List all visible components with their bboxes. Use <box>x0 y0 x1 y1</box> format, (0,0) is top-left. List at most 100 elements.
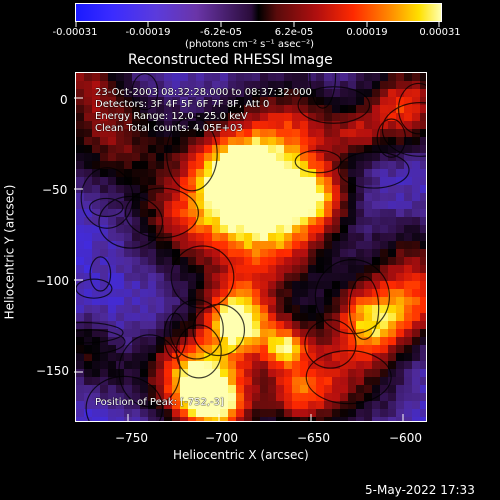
heatmap-cell <box>92 249 100 257</box>
heatmap-cell <box>316 209 324 217</box>
heatmap-cell <box>132 225 140 233</box>
heatmap-cell <box>188 249 196 257</box>
heatmap-cell <box>348 289 356 297</box>
heatmap-cell <box>420 361 426 369</box>
heatmap-cell <box>124 257 132 265</box>
heatmap-cell <box>292 193 300 201</box>
heatmap-cell <box>388 417 396 421</box>
heatmap-cell <box>220 321 228 329</box>
heatmap-cell <box>196 257 204 265</box>
heatmap-cell <box>220 153 228 161</box>
heatmap-cell <box>212 89 220 97</box>
heatmap-cell <box>228 233 236 241</box>
heatmap-cell <box>284 329 292 337</box>
contour-ellipse <box>376 118 407 158</box>
heatmap-cell <box>388 81 396 89</box>
heatmap-cell <box>380 89 388 97</box>
heatmap-cell <box>388 297 396 305</box>
heatmap-cell <box>332 289 340 297</box>
heatmap-cell <box>380 137 388 145</box>
heatmap-cell <box>236 249 244 257</box>
heatmap-cell <box>76 409 84 417</box>
heatmap-cell <box>244 321 252 329</box>
heatmap-cell <box>308 193 316 201</box>
heatmap-cell <box>116 129 124 137</box>
heatmap-cell <box>76 129 84 137</box>
heatmap-cell <box>180 217 188 225</box>
heatmap-cell <box>308 369 316 377</box>
heatmap-cell <box>420 89 426 97</box>
heatmap-cell <box>260 265 268 273</box>
heatmap-cell <box>148 169 156 177</box>
heatmap-cell <box>388 97 396 105</box>
heatmap-cell <box>268 273 276 281</box>
heatmap-cell <box>84 289 92 297</box>
heatmap-cell <box>300 273 308 281</box>
heatmap-cell <box>76 321 84 329</box>
heatmap-cell <box>92 409 100 417</box>
heatmap-cell <box>100 105 108 113</box>
heatmap-cell <box>332 81 340 89</box>
heatmap-cell <box>132 265 140 273</box>
heatmap-cell <box>252 81 260 89</box>
heatmap-cell <box>76 305 84 313</box>
heatmap-cell <box>364 345 372 353</box>
heatmap-cell <box>156 129 164 137</box>
heatmap-cell <box>364 241 372 249</box>
heatmap-cell <box>84 329 92 337</box>
heatmap-cell <box>300 225 308 233</box>
heatmap-cell <box>204 249 212 257</box>
heatmap-cell <box>220 329 228 337</box>
heatmap-cell <box>260 145 268 153</box>
heatmap-cell <box>292 401 300 409</box>
heatmap-cell <box>316 121 324 129</box>
heatmap-cell <box>76 121 84 129</box>
heatmap-cell <box>100 401 108 409</box>
heatmap-cell <box>348 297 356 305</box>
heatmap-cell <box>324 249 332 257</box>
heatmap-cell <box>116 225 124 233</box>
heatmap-cell <box>100 89 108 97</box>
heatmap-cell <box>332 169 340 177</box>
heatmap-cell <box>292 81 300 89</box>
heatmap-cell <box>132 289 140 297</box>
heatmap-cell <box>156 321 164 329</box>
heatmap-cell <box>412 289 420 297</box>
heatmap-cell <box>100 273 108 281</box>
heatmap-cell <box>260 97 268 105</box>
heatmap-cell <box>340 105 348 113</box>
heatmap-cell <box>84 241 92 249</box>
heatmap-cell <box>116 289 124 297</box>
heatmap-cell <box>420 81 426 89</box>
heatmap-cell <box>284 337 292 345</box>
heatmap-cell <box>140 81 148 89</box>
heatmap-cell <box>332 385 340 393</box>
heatmap-cell <box>156 369 164 377</box>
heatmap-cell <box>396 89 404 97</box>
heatmap-cell <box>332 89 340 97</box>
heatmap-cell <box>92 273 100 281</box>
heatmap-cell <box>180 209 188 217</box>
x-axis-label: Heliocentric X (arcsec) <box>173 448 309 462</box>
contour-ellipse <box>76 329 126 355</box>
heatmap-cell <box>108 153 116 161</box>
heatmap-cell <box>420 169 426 177</box>
heatmap-cell <box>308 185 316 193</box>
heatmap-cell <box>196 137 204 145</box>
heatmap-cell <box>148 353 156 361</box>
heatmap-cell <box>412 209 420 217</box>
heatmap-cell <box>140 73 148 81</box>
heatmap-cell <box>356 417 364 421</box>
heatmap-cell <box>252 145 260 153</box>
heatmap-cell <box>412 73 420 81</box>
heatmap-cell <box>260 89 268 97</box>
heatmap-cell <box>372 89 380 97</box>
heatmap-cell <box>140 329 148 337</box>
heatmap-cell <box>108 169 116 177</box>
heatmap-cell <box>140 225 148 233</box>
heatmap-cell <box>316 297 324 305</box>
heatmap-cell <box>220 409 228 417</box>
heatmap-cell <box>124 337 132 345</box>
heatmap-cell <box>412 121 420 129</box>
heatmap-cell <box>284 353 292 361</box>
